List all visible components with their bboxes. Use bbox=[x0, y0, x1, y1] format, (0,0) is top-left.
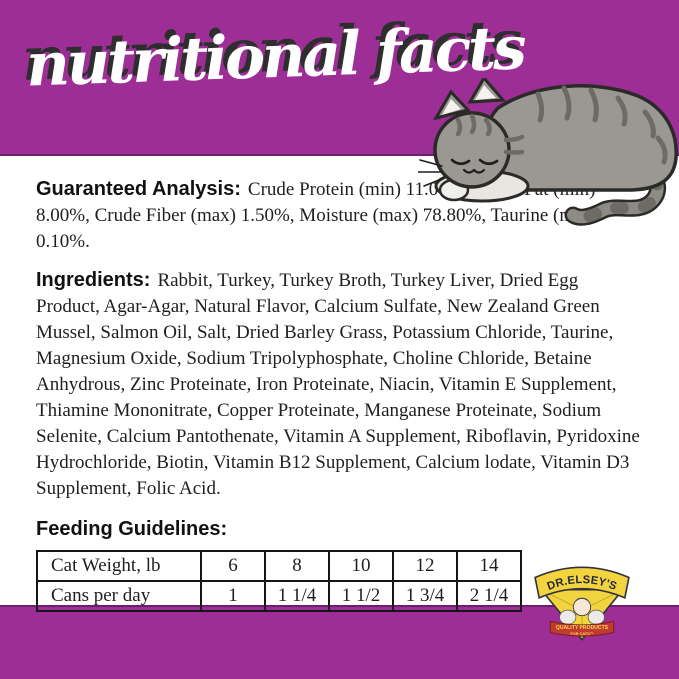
table-row-cans-per-day: Cans per day 1 1 1/4 1 1/2 1 3/4 2 1/4 bbox=[36, 580, 522, 612]
dr-elseys-badge-icon: DR.ELSEY'S QUALITY PRODUCTS FOR CATS™ bbox=[534, 566, 630, 641]
logo-tagline-top: QUALITY PRODUCTS bbox=[556, 625, 609, 631]
table-row-cat-weight: Cat Weight, lb 6 8 10 12 14 bbox=[36, 550, 522, 582]
ingredients-text: Rabbit, Turkey, Turkey Broth, Turkey Liv… bbox=[36, 270, 640, 499]
logo-tagline-bottom: FOR CATS™ bbox=[570, 631, 593, 636]
ingredients-paragraph: Ingredients: Rabbit, Turkey, Turkey Broth… bbox=[36, 267, 640, 502]
label-body: Guaranteed Analysis: Crude Protein (min) … bbox=[36, 176, 640, 612]
guaranteed-analysis-label: Guaranteed Analysis: bbox=[36, 178, 241, 200]
row-header-cat-weight: Cat Weight, lb bbox=[36, 550, 202, 582]
table-cell: 14 bbox=[456, 550, 522, 582]
feeding-guidelines-table: Cat Weight, lb 6 8 10 12 14 Cans per day… bbox=[36, 550, 522, 612]
row-header-cans-per-day: Cans per day bbox=[36, 580, 202, 612]
ingredients-label: Ingredients: bbox=[36, 269, 151, 291]
table-cell: 1 3/4 bbox=[392, 580, 458, 612]
table-cell: 8 bbox=[264, 550, 330, 582]
dr-elseys-logo: DR.ELSEY'S QUALITY PRODUCTS FOR CATS™ bbox=[531, 565, 633, 645]
sleeping-cat-illustration bbox=[417, 75, 679, 228]
table-cell: 2 1/4 bbox=[456, 580, 522, 612]
table-cell: 1 1/4 bbox=[264, 580, 330, 612]
feeding-guidelines-heading: Feeding Guidelines: bbox=[36, 518, 228, 540]
table-cell: 10 bbox=[328, 550, 394, 582]
table-cell: 1 1/2 bbox=[328, 580, 394, 612]
top-purple-banner bbox=[0, 0, 679, 156]
table-cell: 6 bbox=[200, 550, 266, 582]
table-cell: 12 bbox=[392, 550, 458, 582]
sleeping-cat-icon bbox=[417, 75, 678, 226]
table-cell: 1 bbox=[200, 580, 266, 612]
